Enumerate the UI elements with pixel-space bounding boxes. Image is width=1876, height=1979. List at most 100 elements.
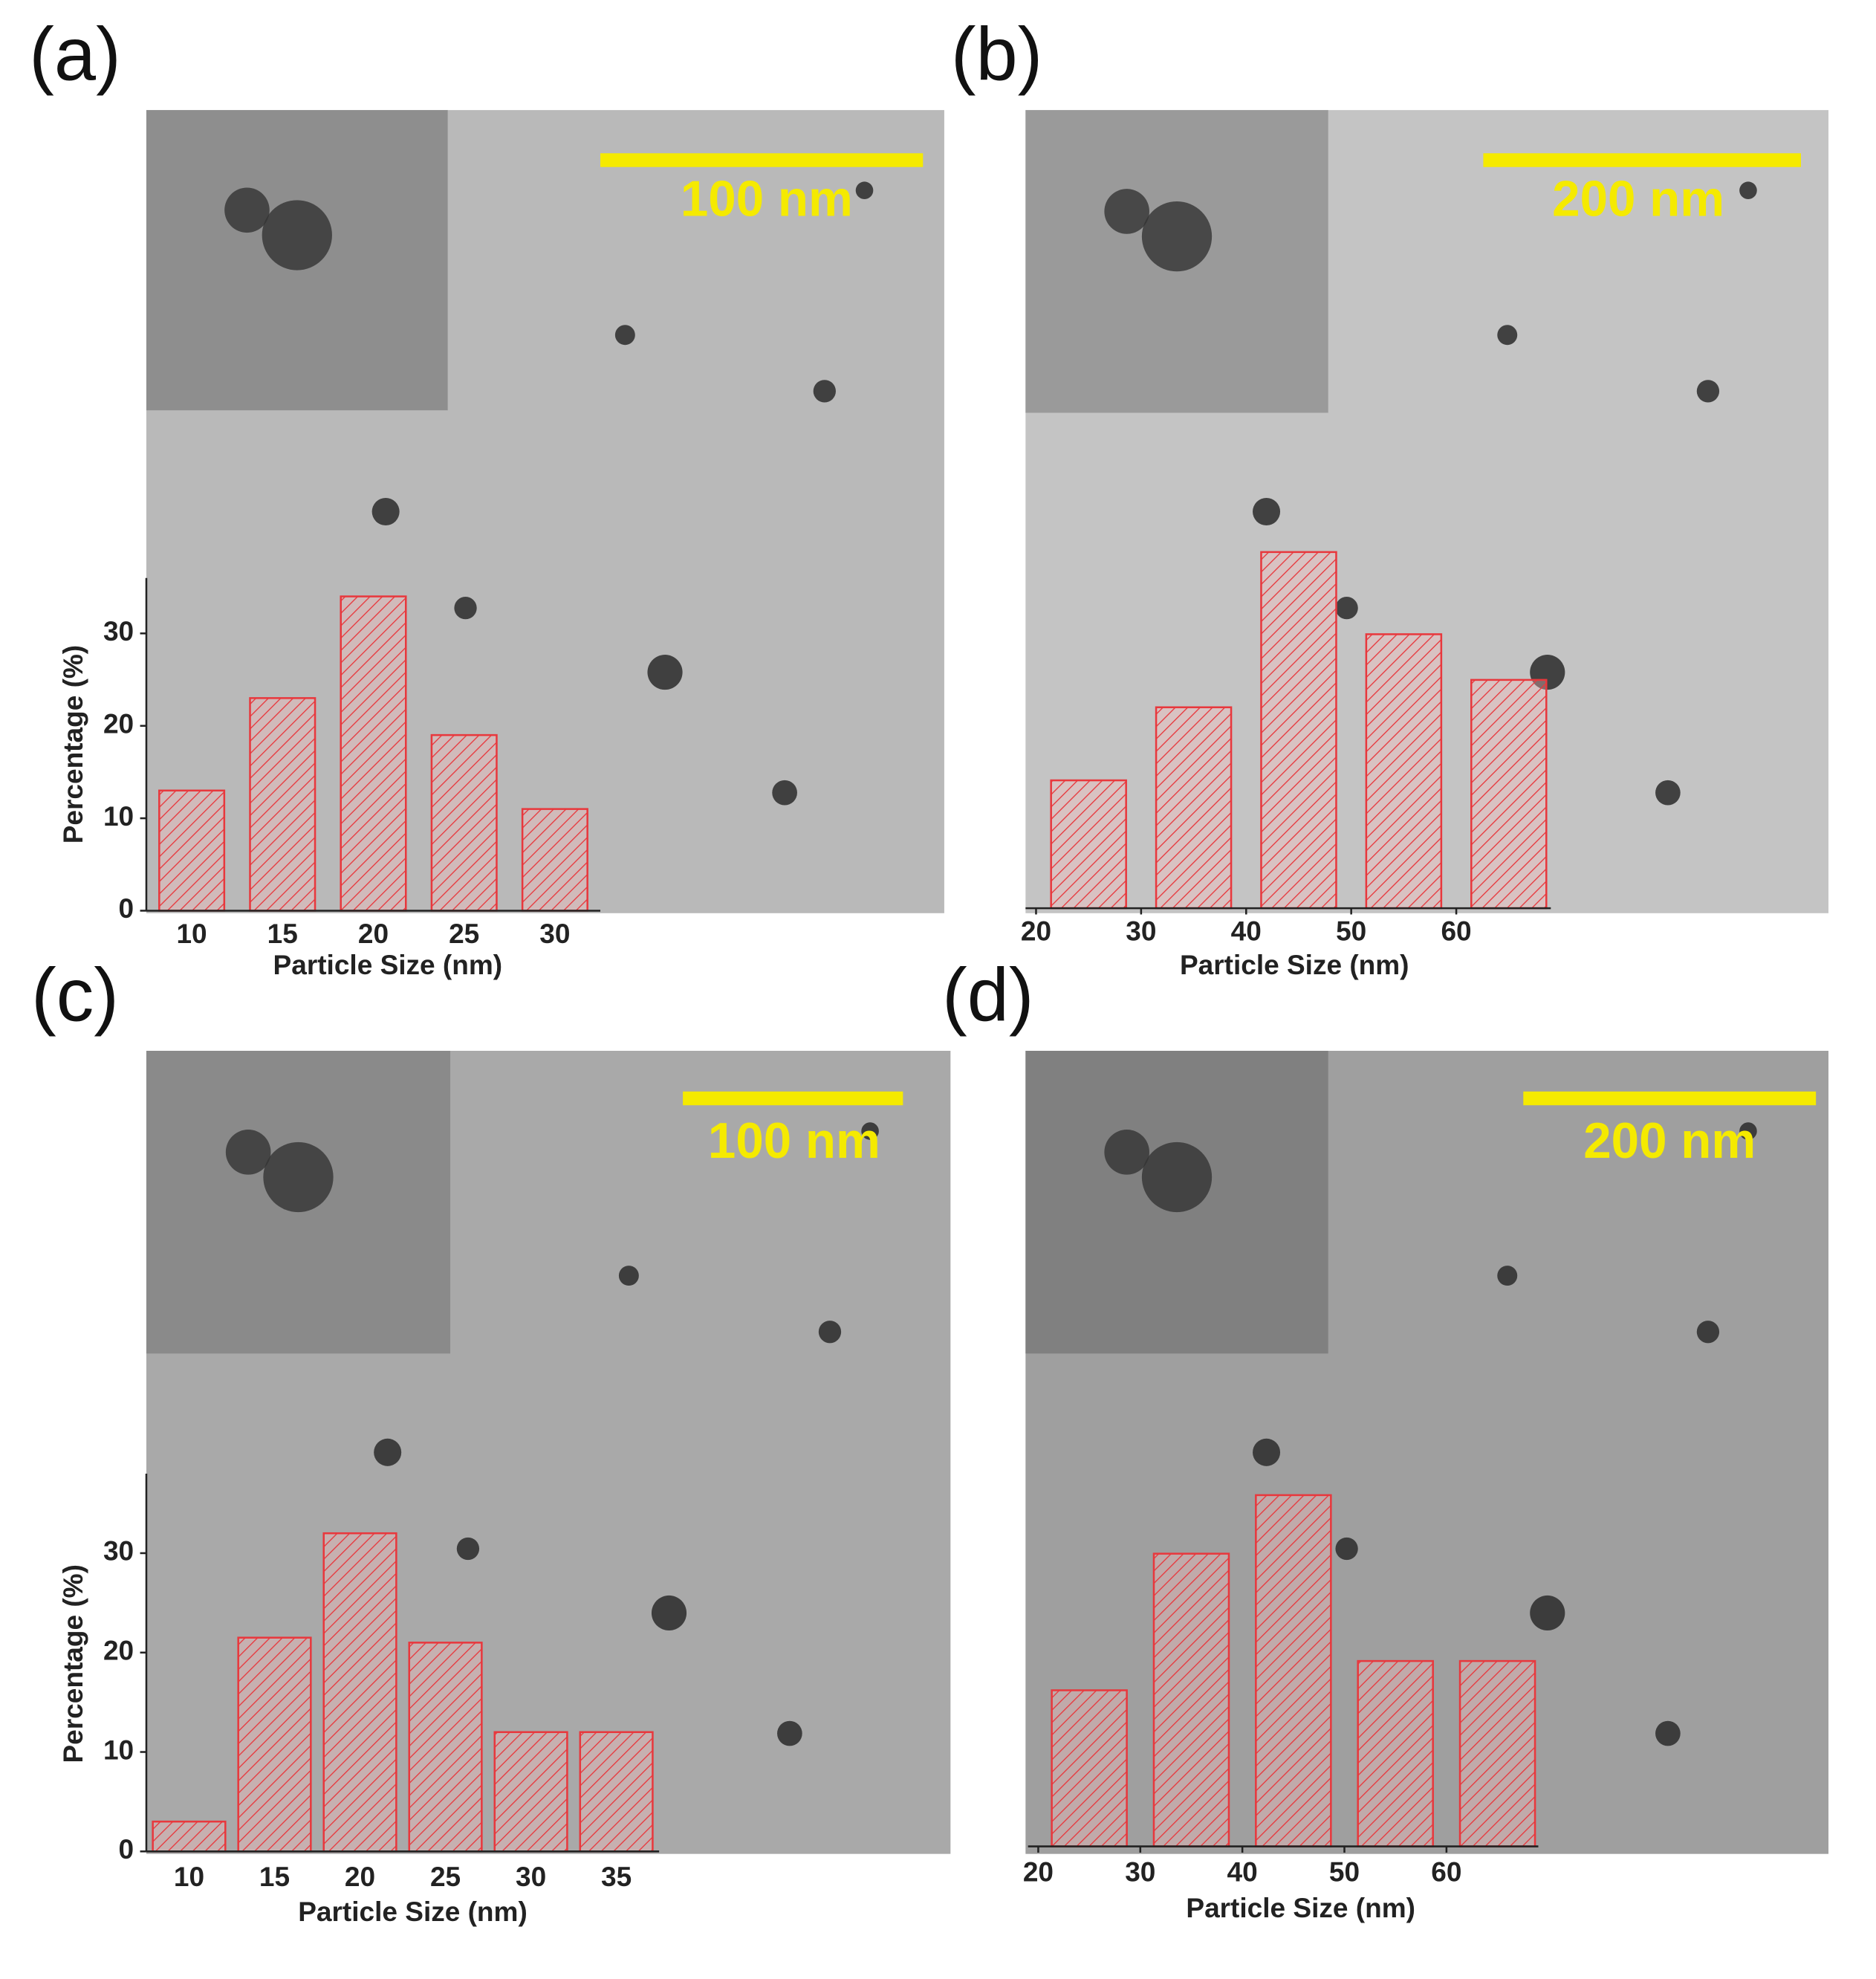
particle xyxy=(1696,1321,1720,1344)
x-tick-label: 30 xyxy=(539,918,570,949)
inset-particle xyxy=(225,1130,271,1175)
bar xyxy=(1470,678,1548,910)
x-tick-label: 60 xyxy=(1441,916,1471,947)
bar xyxy=(1458,1659,1536,1847)
x-tick-label: 20 xyxy=(1021,916,1051,947)
bar xyxy=(521,808,588,912)
bar xyxy=(1152,1552,1230,1847)
x-tick-label: 10 xyxy=(176,918,207,949)
bar xyxy=(249,697,317,912)
panel-label: (a) xyxy=(29,13,120,96)
y-axis-label: Percentage (%) xyxy=(57,1564,88,1763)
particle xyxy=(456,1537,480,1561)
particle xyxy=(1530,1595,1565,1631)
scale-bar-label: 100 nm xyxy=(681,171,853,227)
bar xyxy=(408,1642,483,1853)
inset-particle xyxy=(1141,1141,1213,1213)
x-tick-label: 40 xyxy=(1227,1856,1258,1887)
bar xyxy=(430,733,498,912)
particle xyxy=(818,1321,842,1344)
y-tick-label: 10 xyxy=(103,1734,134,1765)
bar xyxy=(1260,551,1337,910)
x-tick-label: 25 xyxy=(430,1861,461,1892)
y-tick-label: 30 xyxy=(103,1535,134,1567)
y-tick-label: 30 xyxy=(103,615,134,647)
particle xyxy=(651,1595,687,1631)
x-tick-label: 30 xyxy=(1126,916,1156,947)
x-tick-label: 15 xyxy=(267,918,298,949)
particle xyxy=(1497,1266,1518,1286)
bar xyxy=(1357,1659,1434,1847)
bar xyxy=(493,1731,568,1853)
particle xyxy=(618,1266,639,1286)
inset-particle xyxy=(224,187,270,233)
bar xyxy=(1051,1689,1128,1847)
bar xyxy=(340,595,407,912)
x-tick-label: 25 xyxy=(449,918,479,949)
bar xyxy=(1050,779,1127,910)
particle xyxy=(374,1438,402,1466)
y-tick-label: 10 xyxy=(103,800,134,832)
particle xyxy=(855,181,874,199)
bar xyxy=(1255,1494,1332,1847)
inset-particle xyxy=(263,1141,334,1213)
bar xyxy=(152,1820,227,1853)
bar xyxy=(1155,706,1233,910)
inset-particle xyxy=(1141,201,1213,272)
scale-bar-label: 200 nm xyxy=(1583,1113,1756,1169)
particle xyxy=(1335,597,1358,620)
x-tick-label: 20 xyxy=(1023,1856,1054,1887)
particle xyxy=(813,380,836,403)
particle xyxy=(1497,325,1518,346)
bar xyxy=(1365,633,1443,910)
particle xyxy=(1739,1122,1757,1140)
bar xyxy=(579,1731,654,1853)
x-tick-label: 40 xyxy=(1231,916,1262,947)
particle xyxy=(1655,780,1681,806)
y-tick-label: 20 xyxy=(103,707,134,739)
particle xyxy=(777,1720,802,1746)
particle xyxy=(1253,497,1281,525)
y-tick-label: 20 xyxy=(103,1635,134,1666)
x-tick-label: 50 xyxy=(1336,916,1366,947)
particle xyxy=(1655,1720,1681,1746)
particle xyxy=(1696,380,1720,403)
bar xyxy=(158,789,226,912)
x-tick-label: 15 xyxy=(259,1861,290,1892)
y-tick-label: 0 xyxy=(119,893,134,924)
panel-label: (c) xyxy=(31,953,119,1037)
x-tick-label: 20 xyxy=(345,1861,375,1892)
panel-label: (d) xyxy=(942,953,1033,1037)
x-tick-label: 20 xyxy=(358,918,389,949)
inset-particle xyxy=(1104,1130,1149,1175)
x-tick-label: 60 xyxy=(1431,1856,1461,1887)
y-axis-label: Percentage (%) xyxy=(57,645,88,843)
scale-bar-label: 100 nm xyxy=(708,1113,880,1169)
x-tick-label: 10 xyxy=(174,1861,204,1892)
bar xyxy=(322,1532,397,1853)
particle xyxy=(772,780,797,806)
x-tick-label: 35 xyxy=(601,1861,632,1892)
x-axis-label: Particle Size (nm) xyxy=(1186,1892,1415,1923)
scale-bar-label: 200 nm xyxy=(1552,171,1724,227)
particle xyxy=(1335,1537,1358,1561)
x-tick-label: 30 xyxy=(1125,1856,1155,1887)
inset-particle xyxy=(262,200,332,271)
x-tick-label: 50 xyxy=(1329,1856,1360,1887)
x-axis-label: Particle Size (nm) xyxy=(1180,949,1409,980)
panel-label: (b) xyxy=(951,13,1042,96)
bar xyxy=(237,1636,312,1853)
particle xyxy=(614,325,635,346)
particle xyxy=(647,655,683,690)
x-axis-label: Particle Size (nm) xyxy=(273,949,503,980)
x-tick-label: 30 xyxy=(516,1861,546,1892)
inset-particle xyxy=(1104,189,1149,234)
particle xyxy=(1739,181,1757,199)
particle xyxy=(454,597,477,620)
particle xyxy=(371,497,400,525)
x-axis-label: Particle Size (nm) xyxy=(298,1896,528,1927)
particle xyxy=(861,1122,879,1140)
particle xyxy=(1253,1438,1281,1466)
